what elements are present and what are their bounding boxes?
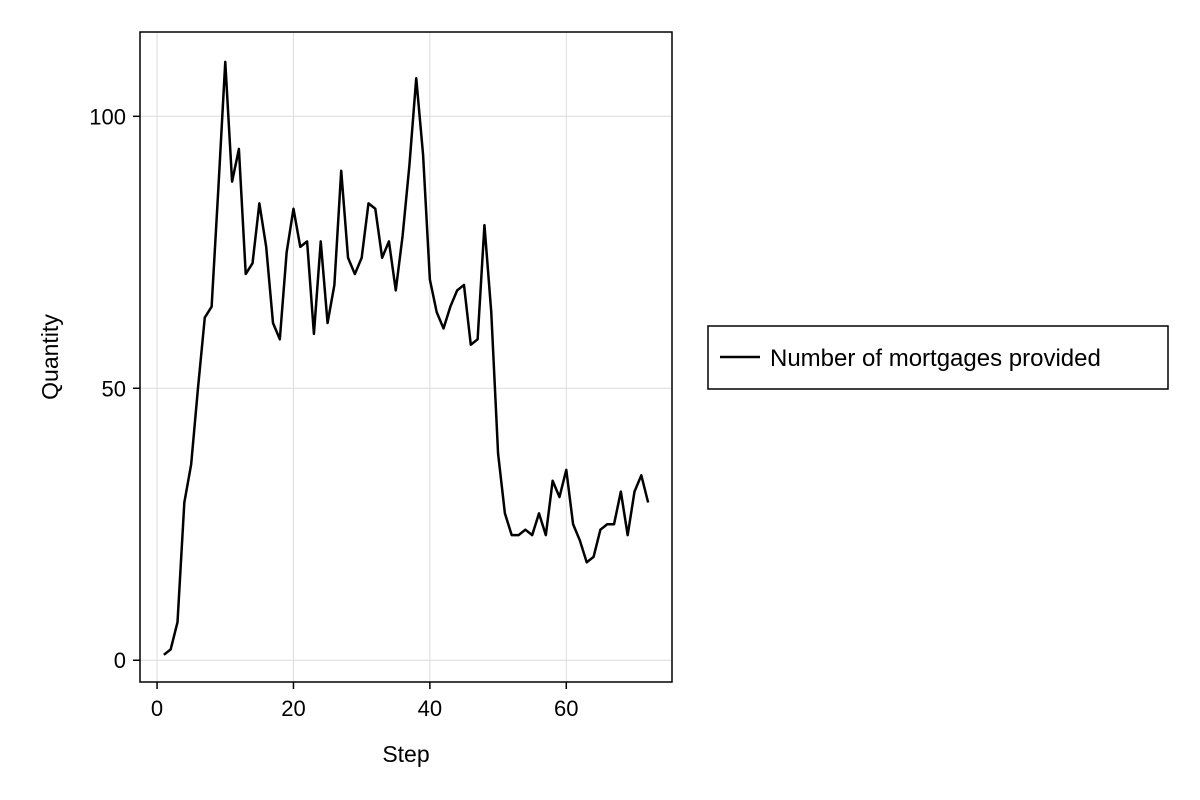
x-tick-label: 60 [554,696,578,721]
plot-frame [139,31,673,683]
series-line-0 [163,60,650,656]
x-axis-label: Step [382,741,429,767]
axis-tick-labels: 0 20 40 60 0 50 100 [89,104,578,721]
legend-box [707,325,1169,390]
y-tick-label: 50 [102,376,126,401]
y-axis-label: Quantity [37,314,63,400]
series-layer [163,60,650,656]
x-tick-label: 0 [151,696,163,721]
y-tick-label: 0 [114,648,126,673]
y-tick-label: 100 [89,104,126,129]
legend: Number of mortgages provided [707,325,1169,390]
x-tick-label: 40 [418,696,442,721]
legend-entry-label: Number of mortgages provided [770,345,1101,372]
x-tick-label: 20 [281,696,305,721]
axis-ticks [133,115,568,689]
grid-lines [140,32,672,682]
